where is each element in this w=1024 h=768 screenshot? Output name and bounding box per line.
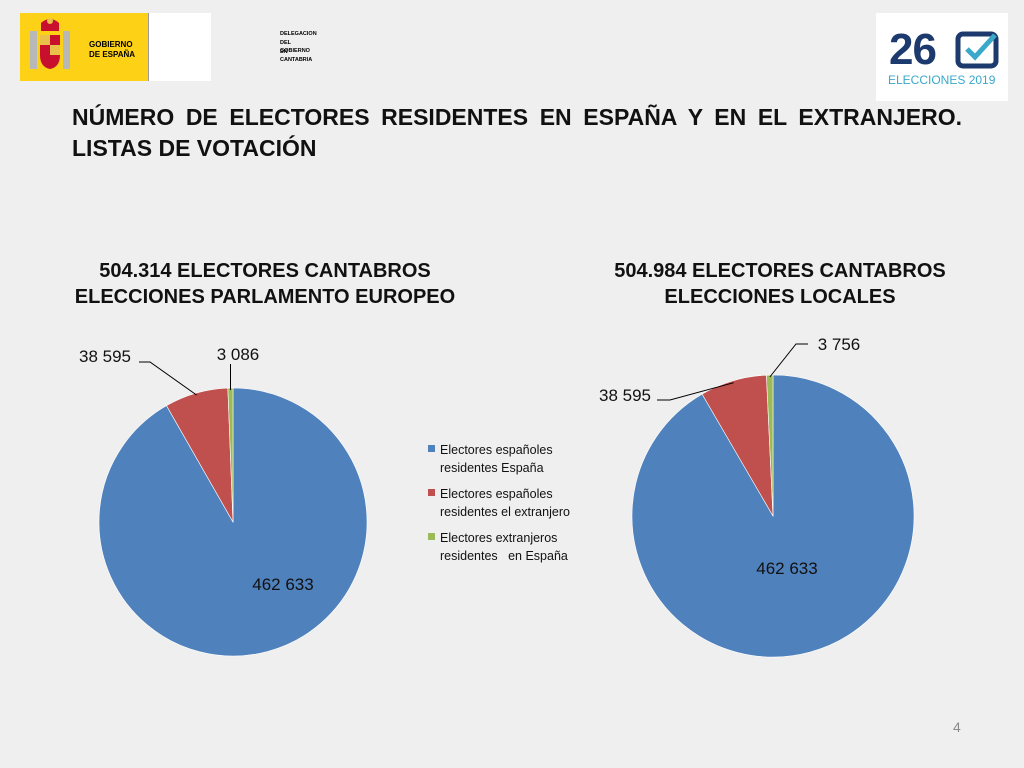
gov-logo-line2: DE ESPAÑA xyxy=(89,50,136,59)
chart-title-europeas: 504.314 ELECTORES CANTABROS ELECCIONES P… xyxy=(20,258,510,310)
logo-yellow-band xyxy=(20,13,168,81)
data-label-europeas-1: 38 595 xyxy=(79,347,131,366)
data-label-locales-2: 3 756 xyxy=(818,335,861,354)
elecciones-subtitle: ELECCIONES 2019 xyxy=(888,73,996,87)
legend-item: Electores españoles residentes España xyxy=(428,441,598,477)
data-label-europeas-2: 3 086 xyxy=(217,345,260,364)
pie-slice-locales-2 xyxy=(766,374,774,517)
logo-white-panel: DELEGACION DEL GOBIERNO EN CANTABRIA xyxy=(148,13,317,81)
gobierno-logo: GOBIERNO DE ESPAÑA DELEGACION DEL GOBIER… xyxy=(20,13,317,81)
leader-line-europeas-1 xyxy=(139,361,197,396)
chart-title-europeas-line1: 504.314 ELECTORES CANTABROS xyxy=(99,260,431,282)
gov-sub-line2: DEL GOBIERNO xyxy=(280,40,310,54)
legend-label-extranjero: Electores españoles residentes el extran… xyxy=(440,487,570,519)
data-label-locales-1: 38 595 xyxy=(599,386,651,405)
gov-sub-line3: EN CANTABRIA xyxy=(280,49,313,63)
legend-item: Electores extranjeros residentes en Espa… xyxy=(428,529,598,565)
legend-item: Electores españoles residentes el extran… xyxy=(428,485,598,521)
chart-title-locales-line2: ELECCIONES LOCALES xyxy=(664,286,896,308)
legend-label-espana: Electores españoles residentes España xyxy=(440,443,557,475)
data-label-europeas-0: 462 633 xyxy=(252,575,313,594)
chart-title-europeas-line2: ELECCIONES PARLAMENTO EUROPEO xyxy=(74,286,456,308)
elecciones-logo: 26 ELECCIONES 2019 xyxy=(876,13,1008,101)
legend-swatch-espana xyxy=(428,445,435,452)
data-label-locales-0: 462 633 xyxy=(756,559,817,578)
ballot-check-icon xyxy=(955,31,999,69)
leader-line-locales-2 xyxy=(769,343,808,378)
leader-line-locales-1 xyxy=(657,382,734,401)
page-title: NÚMERO DE ELECTORES RESIDENTES EN ESPAÑA… xyxy=(72,104,962,161)
chart-title-locales: 504.984 ELECTORES CANTABROS ELECCIONES L… xyxy=(540,258,1020,310)
page-number: 4 xyxy=(953,719,961,735)
legend-label-extranjeros: Electores extranjeros residentes en Espa… xyxy=(440,531,568,563)
coat-of-arms-icon xyxy=(30,18,70,69)
legend-swatch-extranjeros xyxy=(428,533,435,540)
chart-legend: Electores españoles residentes España El… xyxy=(428,441,598,573)
elecciones-number: 26 xyxy=(889,25,937,74)
gov-sub-line1: DELEGACION xyxy=(280,31,317,37)
chart-title-locales-line1: 504.984 ELECTORES CANTABROS xyxy=(614,260,946,282)
legend-swatch-extranjero xyxy=(428,489,435,496)
gov-logo-line1: GOBIERNO xyxy=(89,40,133,49)
